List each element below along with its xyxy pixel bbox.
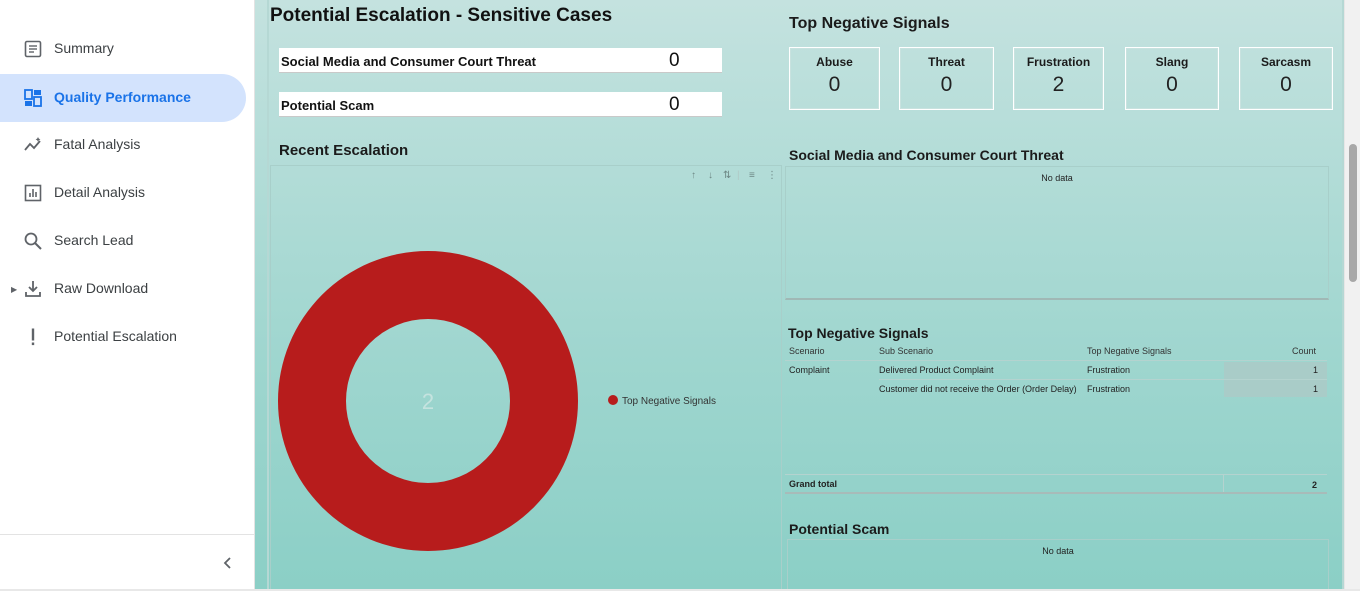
expand-caret-icon[interactable]: ▶ (11, 285, 18, 294)
sidebar: Summary Quality Performance Fatal Analys… (0, 0, 255, 589)
donut-slice-0[interactable] (278, 251, 578, 551)
kpi-value: 0 (669, 94, 680, 115)
potential-scam-table-title: Potential Scam (789, 521, 890, 537)
download-icon (25, 281, 41, 297)
sidebar-item-quality-performance[interactable]: Quality Performance (0, 74, 246, 122)
exclamation-icon (31, 328, 35, 346)
no-data-text: No data (1042, 546, 1074, 556)
kpi-value: 0 (669, 50, 680, 71)
recent-escalation-chart: ↑ ↓ ⇅ | ≡ ⋮ 2 Top Negative Signals (270, 165, 782, 589)
signal-label: Threat (928, 55, 965, 69)
trend-icon (24, 137, 41, 151)
signal-card-threat: Threat 0 (899, 47, 994, 110)
signal-label: Abuse (816, 55, 853, 69)
sidebar-item-label: Search Lead (54, 232, 134, 248)
chart-toolbar: ↑ ↓ ⇅ | ≡ ⋮ (691, 170, 781, 184)
signal-label: Frustration (1026, 55, 1091, 69)
negative-signals-table-title: Top Negative Signals (788, 325, 929, 341)
grand-total-label: Grand total (789, 479, 838, 489)
table-divider (1223, 474, 1224, 492)
filter-icon[interactable]: ≡ (749, 170, 755, 181)
bottom-border (0, 589, 1360, 591)
signal-value: 0 (1280, 73, 1292, 96)
table-cell: Complaint (789, 365, 830, 375)
summary-icon (24, 40, 42, 58)
signal-value: 2 (1052, 73, 1065, 96)
negative-signals-table: Scenario Sub Scenario Top Negative Signa… (785, 341, 1327, 494)
social-media-table: No data (785, 166, 1329, 300)
donut-center-label: 2 (422, 389, 434, 414)
scrollbar-thumb[interactable] (1349, 144, 1357, 282)
signal-value: 0 (940, 73, 953, 96)
chart-legend: Top Negative Signals (608, 395, 716, 407)
donut-chart: 2 (278, 251, 578, 551)
table-cell: Customer did not receive the Order (Orde… (879, 384, 1077, 394)
signal-card-sarcasm: Sarcasm 0 (1239, 47, 1333, 110)
sort-ascending-icon[interactable]: ↑ (691, 170, 696, 181)
table-cell: 1 (1313, 365, 1319, 375)
legend-label: Top Negative Signals (622, 396, 716, 407)
kpi-label: Social Media and Consumer Court Threat (281, 54, 536, 69)
no-data-text: No data (1041, 173, 1073, 183)
signal-label: Slang (1155, 55, 1189, 69)
table-header: Count (1292, 346, 1317, 356)
sidebar-item-label: Detail Analysis (54, 184, 146, 200)
legend-swatch (608, 395, 618, 405)
signal-card-abuse: Abuse 0 (789, 47, 880, 110)
toolbar-divider: | (737, 170, 740, 181)
sort-options-icon[interactable]: ⇅ (723, 170, 732, 181)
potential-scam-table: No data (787, 539, 1329, 589)
sidebar-item-label: Raw Download (54, 280, 149, 296)
table-cell: Delivered Product Complaint (879, 365, 994, 375)
signal-card-slang: Slang 0 (1125, 47, 1219, 110)
table-cell: 1 (1313, 384, 1319, 394)
sidebar-item-raw-download[interactable]: ▶ Raw Download (0, 265, 246, 313)
page-title: Potential Escalation - Sensitive Cases (270, 5, 613, 26)
sidebar-item-label: Fatal Analysis (54, 136, 141, 152)
table-header: Top Negative Signals (1087, 346, 1172, 356)
sidebar-item-potential-escalation[interactable]: Potential Escalation (0, 313, 246, 361)
count-highlight (1224, 380, 1327, 397)
sidebar-item-label: Quality Performance (54, 89, 191, 105)
sidebar-item-fatal-analysis[interactable]: Fatal Analysis (0, 121, 246, 169)
table-cell: Frustration (1087, 365, 1131, 375)
signal-label: Sarcasm (1260, 55, 1312, 69)
sidebar-item-search-lead[interactable]: Search Lead (0, 217, 246, 265)
collapse-sidebar-icon[interactable] (218, 553, 238, 573)
signal-value: 0 (828, 73, 841, 96)
search-icon (24, 232, 42, 250)
table-cell: Frustration (1087, 384, 1131, 394)
report-page-border (267, 0, 1344, 589)
dashboard-icon (24, 89, 42, 107)
sidebar-item-label: Potential Escalation (54, 328, 177, 344)
sidebar-item-summary[interactable]: Summary (0, 25, 246, 73)
signal-value: 0 (1166, 73, 1178, 96)
table-header: Sub Scenario (879, 346, 934, 356)
table-header: Scenario (789, 346, 825, 356)
table-divider (879, 379, 1327, 380)
signals-title: Top Negative Signals (789, 15, 950, 32)
more-options-icon[interactable]: ⋮ (767, 170, 777, 181)
recent-escalation-title: Recent Escalation (279, 142, 409, 159)
vertical-scrollbar[interactable] (1344, 0, 1360, 589)
table-divider (785, 474, 1327, 475)
sidebar-item-label: Summary (54, 40, 114, 56)
grand-total-value: 2 (1312, 480, 1318, 490)
kpi-potential-scam: Potential Scam 0 (279, 92, 722, 117)
social-media-table-title: Social Media and Consumer Court Threat (789, 147, 1064, 163)
sidebar-item-detail-analysis[interactable]: Detail Analysis (0, 169, 246, 217)
kpi-label: Potential Scam (281, 98, 375, 113)
signal-card-frustration: Frustration 2 (1013, 47, 1104, 110)
report-canvas: Potential Escalation - Sensitive Cases S… (255, 0, 1344, 589)
count-highlight (1224, 362, 1327, 379)
bar-chart-icon (24, 184, 42, 202)
sort-descending-icon[interactable]: ↓ (708, 170, 713, 181)
sidebar-footer (0, 534, 254, 590)
table-divider (785, 360, 1327, 361)
kpi-social-media-threat: Social Media and Consumer Court Threat 0 (279, 48, 722, 73)
